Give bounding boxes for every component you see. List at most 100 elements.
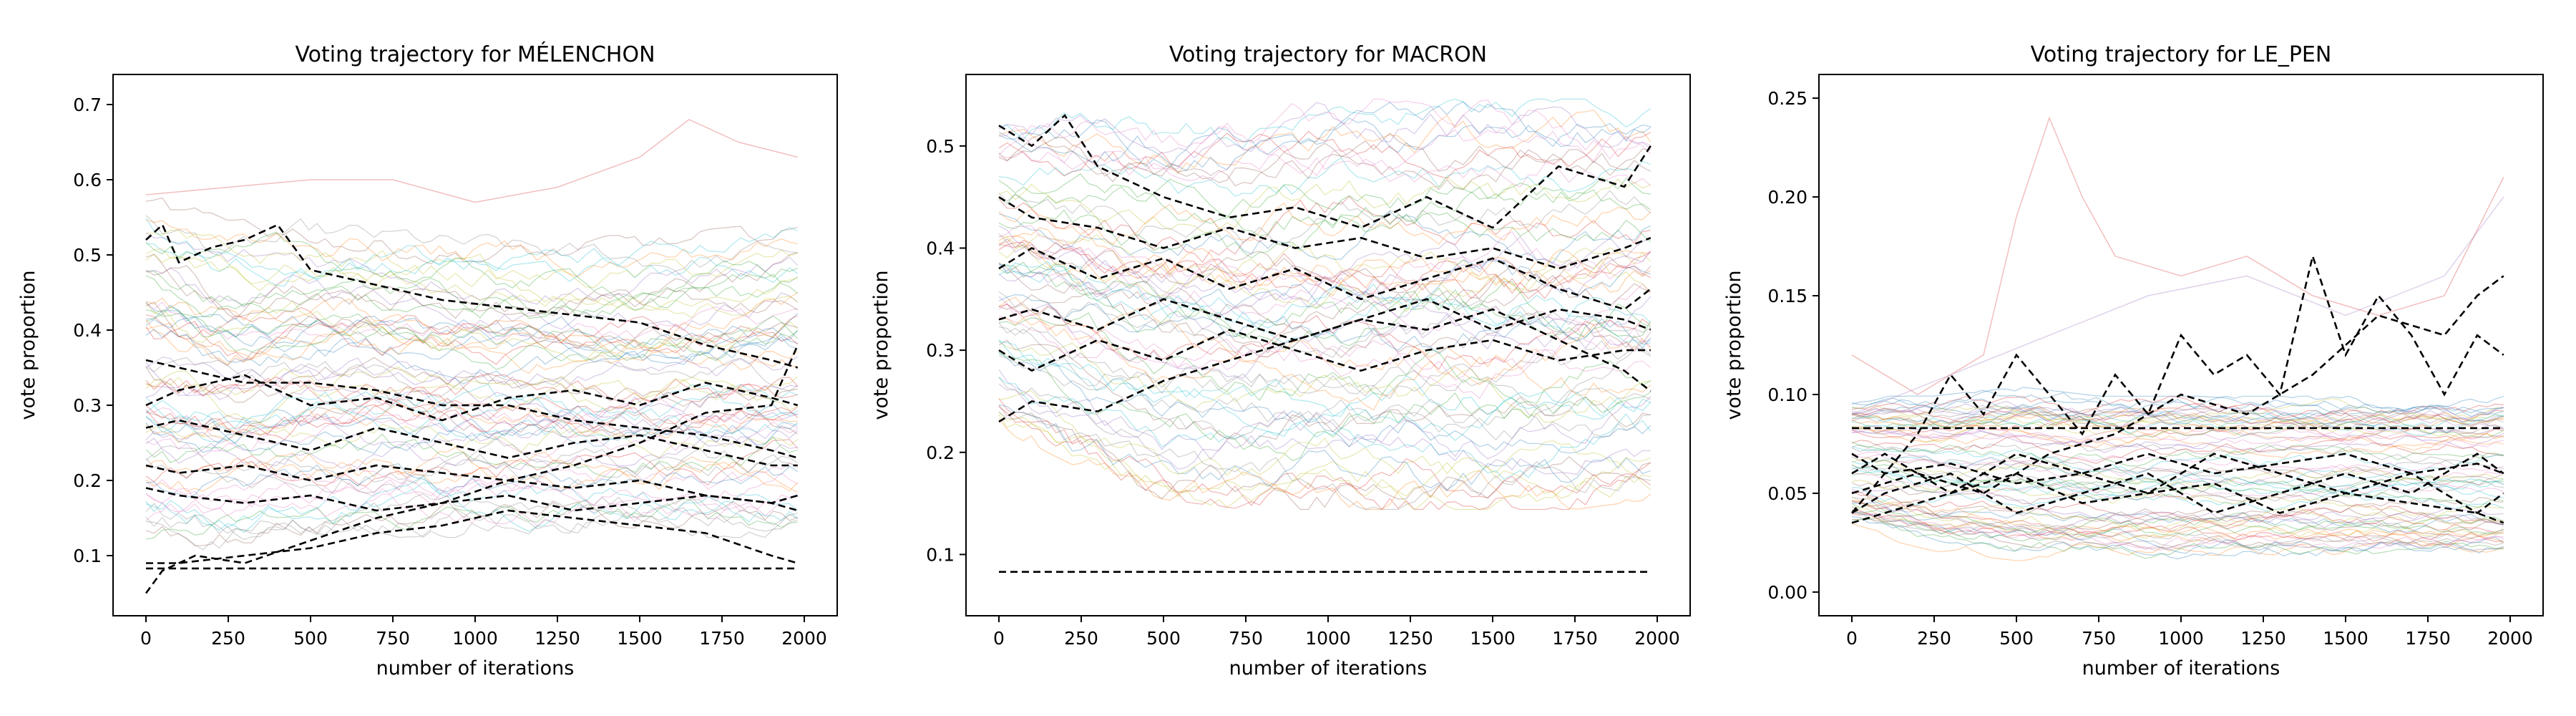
background-trajectory [145,271,799,319]
plot-area [998,98,1652,574]
background-trajectory [998,405,1651,511]
y-tick-label: 0.7 [73,95,102,115]
background-trajectory [145,300,799,363]
x-tick-label: 1250 [2240,628,2286,649]
x-tick-label: 250 [1917,628,1951,649]
chart-title: Voting trajectory for MÉLENCHON [295,42,655,67]
background-trajectory [145,309,799,362]
background-trajectory [1851,500,2504,537]
background-trajectory [145,500,799,546]
background-trajectory [1851,482,2504,507]
background-trajectory [145,503,798,538]
background-trajectory [998,414,1651,508]
background-trajectory [998,233,1651,294]
chart-panel-1: 0 250 500 750 1000 1250 1500 1750 2000 0.1 0.2 0.3 0… [17,42,838,679]
background-trajectory [1851,491,2504,526]
highlight-trajectory [1851,275,2504,495]
background-trajectory [1851,421,2504,441]
background-trajectory [998,315,1652,381]
background-trajectory [998,398,1652,506]
plot-area [1851,116,2504,561]
highlight-trajectory [145,344,799,594]
highlight-trajectory [1851,453,2504,515]
highlight-trajectory [146,509,799,564]
x-tick-label: 2000 [781,628,827,649]
y-tick-label: 0.1 [926,544,955,565]
y-axis-label: vote proportion [1723,271,1745,420]
background-trajectory [145,439,799,487]
background-trajectory [1851,405,2504,432]
background-trajectory [1851,451,2504,486]
x-tick-label: 500 [293,628,328,649]
background-trajectory [145,231,799,300]
background-trajectory [1851,510,2504,554]
background-trajectory [145,356,799,400]
outlier-trajectory [1851,116,2504,395]
background-trajectory [145,232,799,305]
highlight-trajectory [1851,472,2504,524]
background-trajectory [998,157,1652,198]
background-trajectory [145,461,799,493]
background-trajectory [998,259,1652,308]
y-tick-label: 0.5 [926,136,955,157]
x-tick-label: 2000 [1634,628,1680,649]
background-trajectory [998,173,1651,224]
background-trajectory [998,102,1652,159]
background-trajectory [1851,472,2504,500]
background-trajectory [1851,410,2504,436]
background-trajectory [998,262,1652,329]
highlight-trajectory [1851,453,2504,485]
background-trajectory [145,401,798,444]
background-trajectory [998,225,1652,295]
x-tick-label: 250 [1064,628,1098,649]
background-trajectory [145,322,799,374]
y-axis-label: vote proportion [17,271,39,420]
background-trajectory [998,390,1652,490]
background-trajectory [1851,398,2504,422]
background-trajectory [998,136,1652,188]
background-trajectory [998,176,1652,234]
background-trajectory [1852,410,2504,427]
background-trajectory [145,478,798,513]
background-trajectory [998,190,1652,247]
x-tick-label: 2000 [2487,628,2533,649]
background-trajectory [1851,510,2504,543]
background-trajectory [1851,455,2504,490]
x-tick-label: 1750 [699,628,745,649]
background-trajectory [998,383,1651,475]
background-trajectory [145,433,798,478]
background-trajectory [998,352,1652,454]
background-trajectory [145,452,798,492]
background-trajectory [145,390,799,439]
background-trajectory [1851,486,2504,524]
background-trajectory [998,377,1652,480]
background-trajectory [998,304,1652,370]
x-tick-label: 1000 [452,628,498,649]
x-tick-label: 1750 [2405,628,2451,649]
background-trajectory [145,415,799,448]
background-trajectory [998,339,1652,417]
background-trajectory [998,195,1651,263]
outlier-trajectory [1851,196,2504,415]
x-tick-label: 1250 [1387,628,1433,649]
chart-title: Voting trajectory for MACRON [1169,42,1487,67]
background-trajectory [1851,516,2504,560]
highlight-trajectory [998,308,1652,423]
highlight-trajectory [998,196,1652,270]
background-trajectory [145,252,798,320]
background-trajectory [1851,412,2504,443]
highlight-trajectory [145,374,799,422]
y-tick-label: 0.1 [73,546,102,566]
y-tick-label: 0.10 [1767,384,1807,405]
background-trajectory [145,265,799,319]
x-axis-label: number of iterations [376,657,575,679]
background-trajectory [1851,397,2504,416]
background-trajectory [145,253,798,311]
background-trajectory [998,369,1652,470]
background-trajectory [145,384,799,430]
background-trajectory [1851,497,2504,536]
background-trajectory [145,436,798,471]
y-tick-label: 0.00 [1767,582,1807,603]
background-trajectory [145,437,799,494]
background-trajectory [998,326,1652,416]
